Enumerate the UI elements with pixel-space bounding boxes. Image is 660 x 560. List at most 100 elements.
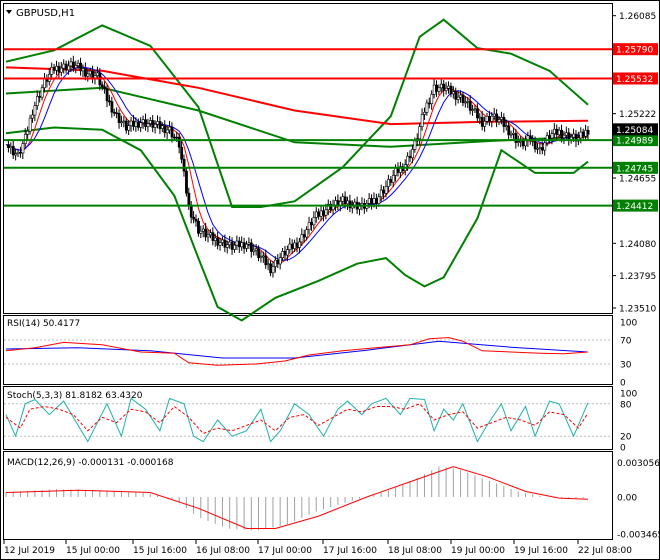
- stoch-tick-label: 100: [620, 390, 637, 400]
- candle-body: [322, 210, 325, 216]
- candle-body: [9, 146, 13, 149]
- candle-body: [288, 243, 292, 250]
- candle-body: [129, 120, 133, 126]
- candle-body: [425, 102, 429, 113]
- candle-body: [14, 153, 18, 156]
- candle-body: [464, 101, 467, 104]
- macd-tick-label: 0.003056: [617, 459, 660, 469]
- candle-body: [281, 251, 285, 258]
- candle-body: [209, 232, 212, 236]
- candle-body: [283, 251, 287, 256]
- candle-body: [175, 136, 179, 139]
- candle-body: [565, 132, 568, 136]
- time-tick-label: 17 Jul 16:00: [323, 546, 377, 556]
- candle-body: [252, 249, 256, 252]
- time-tick-label: 17 Jul 00:00: [258, 546, 312, 556]
- candle-body: [177, 136, 181, 148]
- candle-body: [247, 242, 251, 245]
- candle-body: [437, 87, 441, 92]
- candle-body: [228, 241, 232, 246]
- candle-body: [370, 198, 374, 204]
- candle-body: [319, 210, 323, 217]
- candle-body: [302, 234, 306, 238]
- candle-body: [153, 124, 157, 128]
- candle-body: [500, 116, 503, 120]
- candle-body: [454, 91, 458, 100]
- candle-body: [553, 128, 556, 135]
- candle-body: [375, 198, 378, 204]
- candle-body: [555, 128, 559, 136]
- level-badge-1.25532: 1.25532: [616, 75, 653, 85]
- candle-body: [148, 120, 152, 124]
- level-badge-1.24412: 1.24412: [616, 202, 653, 212]
- candle-body: [290, 243, 294, 249]
- candle-body: [69, 61, 73, 67]
- candle-body: [317, 211, 321, 217]
- candle-body: [271, 266, 275, 274]
- candle-body: [389, 179, 393, 183]
- level-badge-1.25790: 1.25790: [616, 46, 653, 56]
- candle-body: [442, 83, 446, 91]
- candle-body: [478, 116, 482, 119]
- candle-body: [81, 68, 85, 72]
- price-tick-label: 1.24080: [619, 240, 656, 250]
- price-axis: 1.26085 1.25222 1.24655 1.24080 1.23795 1.235…: [612, 12, 658, 315]
- candle-body: [548, 135, 552, 139]
- candle-body: [168, 126, 172, 131]
- candle-body: [512, 133, 515, 135]
- price-levels[interactable]: [4, 48, 612, 207]
- stoch-tick-label: 20: [620, 433, 632, 443]
- candle-body: [473, 108, 477, 111]
- candle-body: [516, 141, 520, 144]
- candle-body: [459, 94, 463, 98]
- candle-body: [144, 119, 147, 127]
- candle-body: [67, 65, 71, 71]
- candles: [7, 55, 590, 278]
- candle-body: [55, 65, 59, 71]
- level-badge-1.24412-bg: [613, 199, 658, 212]
- candle-body: [507, 125, 511, 136]
- time-tick-label: 15 Jul 16:00: [133, 546, 187, 556]
- candle-body: [483, 121, 487, 127]
- candle-body: [16, 151, 20, 154]
- candle-body: [28, 117, 32, 132]
- price-tick-label: 1.23795: [619, 272, 656, 282]
- candle-body: [38, 96, 42, 98]
- macd-tick-label: 0.00: [617, 494, 637, 504]
- macd-title: MACD(12,26,9) -0.000131 -0.000168: [7, 458, 174, 468]
- candle-body: [432, 84, 436, 95]
- candle-body: [139, 122, 143, 128]
- price-tick-label: 1.26085: [619, 12, 656, 22]
- price-tick-label: 1.25222: [619, 110, 656, 120]
- candle-body: [79, 62, 83, 72]
- candle-body: [250, 242, 253, 252]
- candle-body: [115, 112, 119, 115]
- candle-body: [105, 88, 109, 102]
- candle-body: [504, 125, 508, 127]
- collapse-triangle-icon[interactable]: [6, 10, 12, 14]
- candle-body: [480, 116, 484, 127]
- candle-body: [447, 85, 451, 89]
- candle-body: [584, 129, 588, 137]
- candle-body: [7, 144, 10, 149]
- time-axis: 12 Jul 2019 15 Jul 00:00 15 Jul 16:00 16 Ju…: [3, 540, 632, 556]
- candle-body: [26, 130, 30, 135]
- candle-body: [221, 239, 224, 243]
- candle-body: [134, 121, 138, 127]
- candle-body: [52, 67, 56, 71]
- candle-body: [286, 249, 289, 256]
- candle-body: [161, 125, 164, 129]
- bollinger-upper-line: [5, 18, 589, 208]
- candle-body: [348, 200, 352, 209]
- time-tick-label: 19 Jul 16:00: [514, 546, 568, 556]
- candle-body: [124, 120, 128, 131]
- candle-body: [120, 121, 123, 124]
- symbol-title: GBPUSD,H1: [16, 8, 75, 19]
- macd-signal-line: [5, 466, 589, 529]
- candle-body: [96, 72, 99, 76]
- candle-body: [74, 65, 78, 69]
- candle-body: [151, 120, 155, 128]
- candle-body: [189, 204, 193, 218]
